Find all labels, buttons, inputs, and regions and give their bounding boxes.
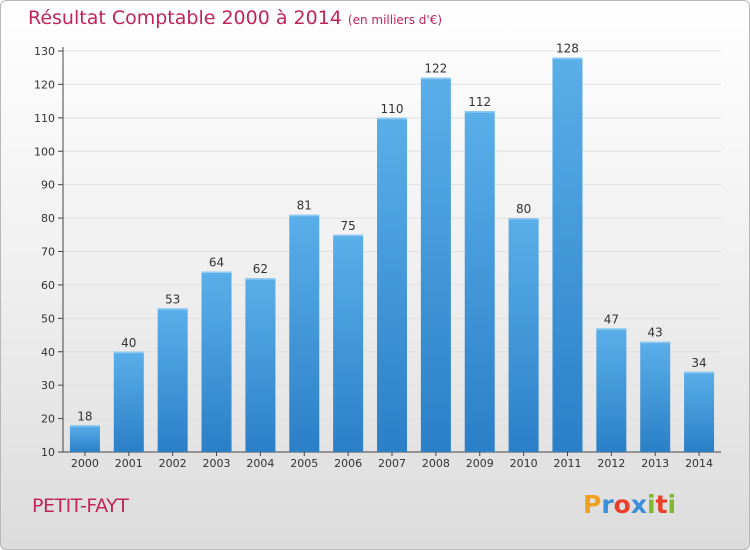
data-label-2010: 80 [516, 202, 531, 216]
data-label-2009: 112 [468, 95, 491, 109]
data-label-2006: 75 [340, 219, 355, 233]
bar-2009 [464, 111, 495, 453]
x-tick-label-2014: 2014 [685, 457, 713, 470]
data-label-2007: 110 [381, 102, 404, 116]
commune-name: PETIT-FAYT [32, 495, 129, 517]
bar-top-2004 [245, 278, 276, 280]
bar-top-2002 [157, 308, 188, 310]
x-tick-label-2000: 2000 [71, 457, 99, 470]
bar-2002 [157, 308, 188, 452]
bar-2013 [640, 341, 671, 452]
data-label-2014: 34 [691, 356, 706, 370]
bar-top-2010 [508, 218, 539, 220]
y-tick-label: 110 [34, 112, 55, 125]
y-tick-label: 100 [34, 145, 55, 158]
bar-top-2011 [552, 57, 583, 60]
y-tick-label: 90 [41, 179, 55, 192]
bar-2005 [289, 214, 320, 452]
bar-top-2013 [640, 341, 671, 344]
logo-letter: x [630, 490, 647, 519]
x-tick-label-2013: 2013 [641, 457, 669, 470]
proxiti-logo[interactable]: Proxiti [583, 490, 676, 519]
x-tick-label-2003: 2003 [203, 457, 231, 470]
y-tick-label: 70 [41, 246, 55, 259]
y-tick-label: 60 [41, 279, 55, 292]
logo-letter: i [647, 490, 656, 519]
x-tick-label-2001: 2001 [115, 457, 143, 470]
logo-letter: t [655, 490, 668, 519]
data-label-2011: 128 [556, 42, 579, 56]
bar-2000 [69, 425, 100, 452]
y-tick-label: 30 [41, 379, 55, 392]
data-label-2001: 40 [121, 336, 136, 350]
y-tick-labels: 10 20 30 40 50 60 70 80 90 100 110 120 130 [34, 45, 55, 459]
x-tick-label-2008: 2008 [422, 457, 450, 470]
bar-2014 [684, 371, 715, 452]
data-label-2003: 64 [209, 256, 224, 270]
bar-top-2008 [420, 77, 451, 80]
bar-top-2012 [596, 328, 627, 330]
data-label-2005: 81 [297, 199, 312, 213]
bar-top-2007 [377, 117, 407, 120]
y-tick-label: 50 [41, 312, 55, 325]
bar-2004 [245, 278, 276, 452]
data-label-2004: 62 [253, 262, 268, 276]
bars [69, 57, 715, 453]
y-tick-label: 130 [34, 45, 55, 58]
data-label-2012: 47 [604, 312, 619, 326]
chart-title: Résultat Comptable 2000 à 2014 (en millie… [28, 7, 443, 29]
bar-2006 [333, 234, 364, 452]
y-tick-label: 80 [41, 212, 55, 225]
y-tick-label: 40 [41, 346, 55, 359]
x-tick-label-2007: 2007 [378, 457, 406, 470]
bar-2008 [420, 77, 451, 452]
y-tick-label: 120 [34, 78, 55, 91]
data-labels: 18 40 53 64 62 81 75 110 122 112 80 128 47 43 34 [77, 42, 706, 424]
x-tick-label-2012: 2012 [597, 457, 625, 470]
bar-2007 [377, 117, 407, 452]
x-tick-labels: 2000 2001 2002 2003 2004 2005 2006 2007 2008 2009… [71, 457, 713, 470]
x-tick-label-2010: 2010 [510, 457, 538, 470]
logo-letter: o [613, 490, 631, 519]
bar-top-2009 [464, 111, 495, 113]
chart-subtitle: (en milliers d'€) [347, 13, 443, 27]
x-tick-label-2011: 2011 [553, 457, 581, 470]
x-tick-label-2006: 2006 [334, 457, 362, 470]
logo-letter: P [583, 490, 602, 519]
x-tick-label-2002: 2002 [159, 457, 187, 470]
bar-2001 [113, 351, 144, 452]
data-label-2013: 43 [648, 326, 663, 340]
data-label-2000: 18 [77, 409, 92, 423]
data-label-2002: 53 [165, 292, 180, 306]
logo-letter: r [601, 490, 614, 519]
x-tick-label-2005: 2005 [290, 457, 318, 470]
bar-2012 [596, 328, 627, 452]
x-tick-label-2004: 2004 [246, 457, 274, 470]
bar-top-2001 [113, 351, 144, 354]
bar-top-2000 [69, 425, 100, 427]
y-tick-label: 20 [41, 413, 55, 426]
bar-top-2014 [684, 371, 715, 374]
bar-2003 [201, 271, 232, 452]
bar-top-2003 [201, 271, 232, 274]
data-label-2008: 122 [424, 62, 447, 76]
bar-2011 [552, 57, 583, 452]
bar-2010 [508, 218, 539, 452]
bar-top-2005 [289, 214, 320, 217]
y-tick-label: 10 [41, 446, 55, 459]
bar-top-2006 [333, 234, 364, 237]
logo-letter: i [667, 490, 677, 519]
x-tick-label-2009: 2009 [466, 457, 494, 470]
